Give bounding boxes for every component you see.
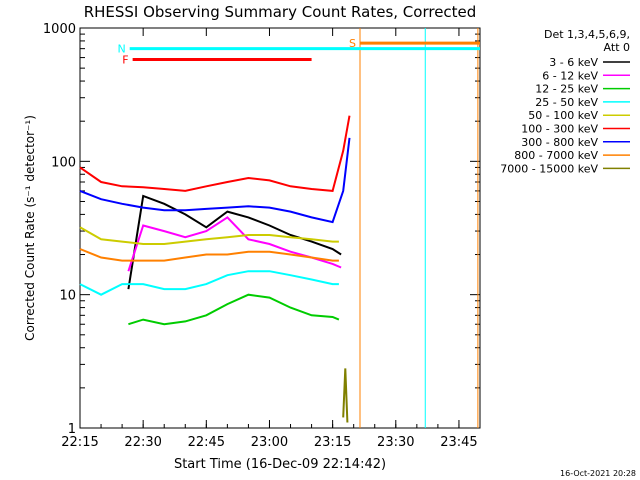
x-tick-label: 23:15 — [314, 435, 351, 450]
y-tick-label: 1000 — [43, 22, 76, 37]
series-line — [79, 248, 339, 262]
y-axis-label: Corrected Count Rate (s⁻¹ detector⁻¹) — [23, 115, 37, 341]
flag-bars: NF S — [117, 37, 480, 67]
legend-label: 6 - 12 keV — [542, 69, 598, 82]
x-tick-label: 23:00 — [251, 435, 288, 450]
legend-label: 12 - 25 keV — [535, 83, 598, 96]
y-tick-label: 10 — [59, 289, 76, 304]
series-lines — [79, 115, 351, 423]
series-line — [79, 270, 339, 296]
series-line — [342, 368, 349, 423]
x-tick-label: 23:45 — [440, 435, 477, 450]
legend-label: 50 - 100 keV — [528, 109, 598, 122]
flag-label: S — [349, 37, 356, 50]
flag-label: F — [122, 54, 128, 67]
footer-timestamp: 16-Oct-2021 20:28 — [560, 469, 636, 478]
series-line — [79, 226, 339, 245]
x-tick-label: 22:15 — [61, 435, 98, 450]
x-tick-label: 22:45 — [188, 435, 225, 450]
flag-label: N — [117, 43, 125, 56]
plot-area: NF S — [79, 27, 481, 429]
x-axis-label: Start Time (16-Dec-09 22:14:42) — [174, 457, 386, 472]
legend-label: 7000 - 15000 keV — [500, 162, 598, 175]
series-line — [128, 293, 340, 326]
y-tick-label: 1 — [68, 422, 76, 437]
legend-label: 300 - 800 keV — [521, 136, 598, 149]
legend-label: 3 - 6 keV — [549, 56, 598, 69]
legend-label: 25 - 50 keV — [535, 96, 598, 109]
plot-frame — [79, 27, 481, 429]
x-tick-labels: 22:15 22:30 22:45 23:00 23:15 23:30 23:45 — [61, 435, 477, 450]
legend-label: 800 - 7000 keV — [514, 149, 598, 162]
y-tick-label: 100 — [51, 155, 76, 170]
legend-subtitle: Att 0 — [604, 41, 630, 54]
x-tick-label: 23:30 — [377, 435, 414, 450]
series-line — [79, 137, 351, 224]
chart-title: RHESSI Observing Summary Count Rates, Co… — [84, 3, 477, 21]
series-line — [127, 194, 342, 290]
x-tick-label: 22:30 — [124, 435, 161, 450]
axis-ticks — [79, 28, 481, 429]
y-tick-labels: 1 10 100 1000 — [43, 22, 76, 437]
legend-label: 100 - 300 keV — [521, 123, 598, 136]
series-line — [79, 115, 351, 192]
vertical-markers — [359, 28, 479, 428]
legend-title: Det 1,3,4,5,6,9, — [544, 28, 630, 41]
